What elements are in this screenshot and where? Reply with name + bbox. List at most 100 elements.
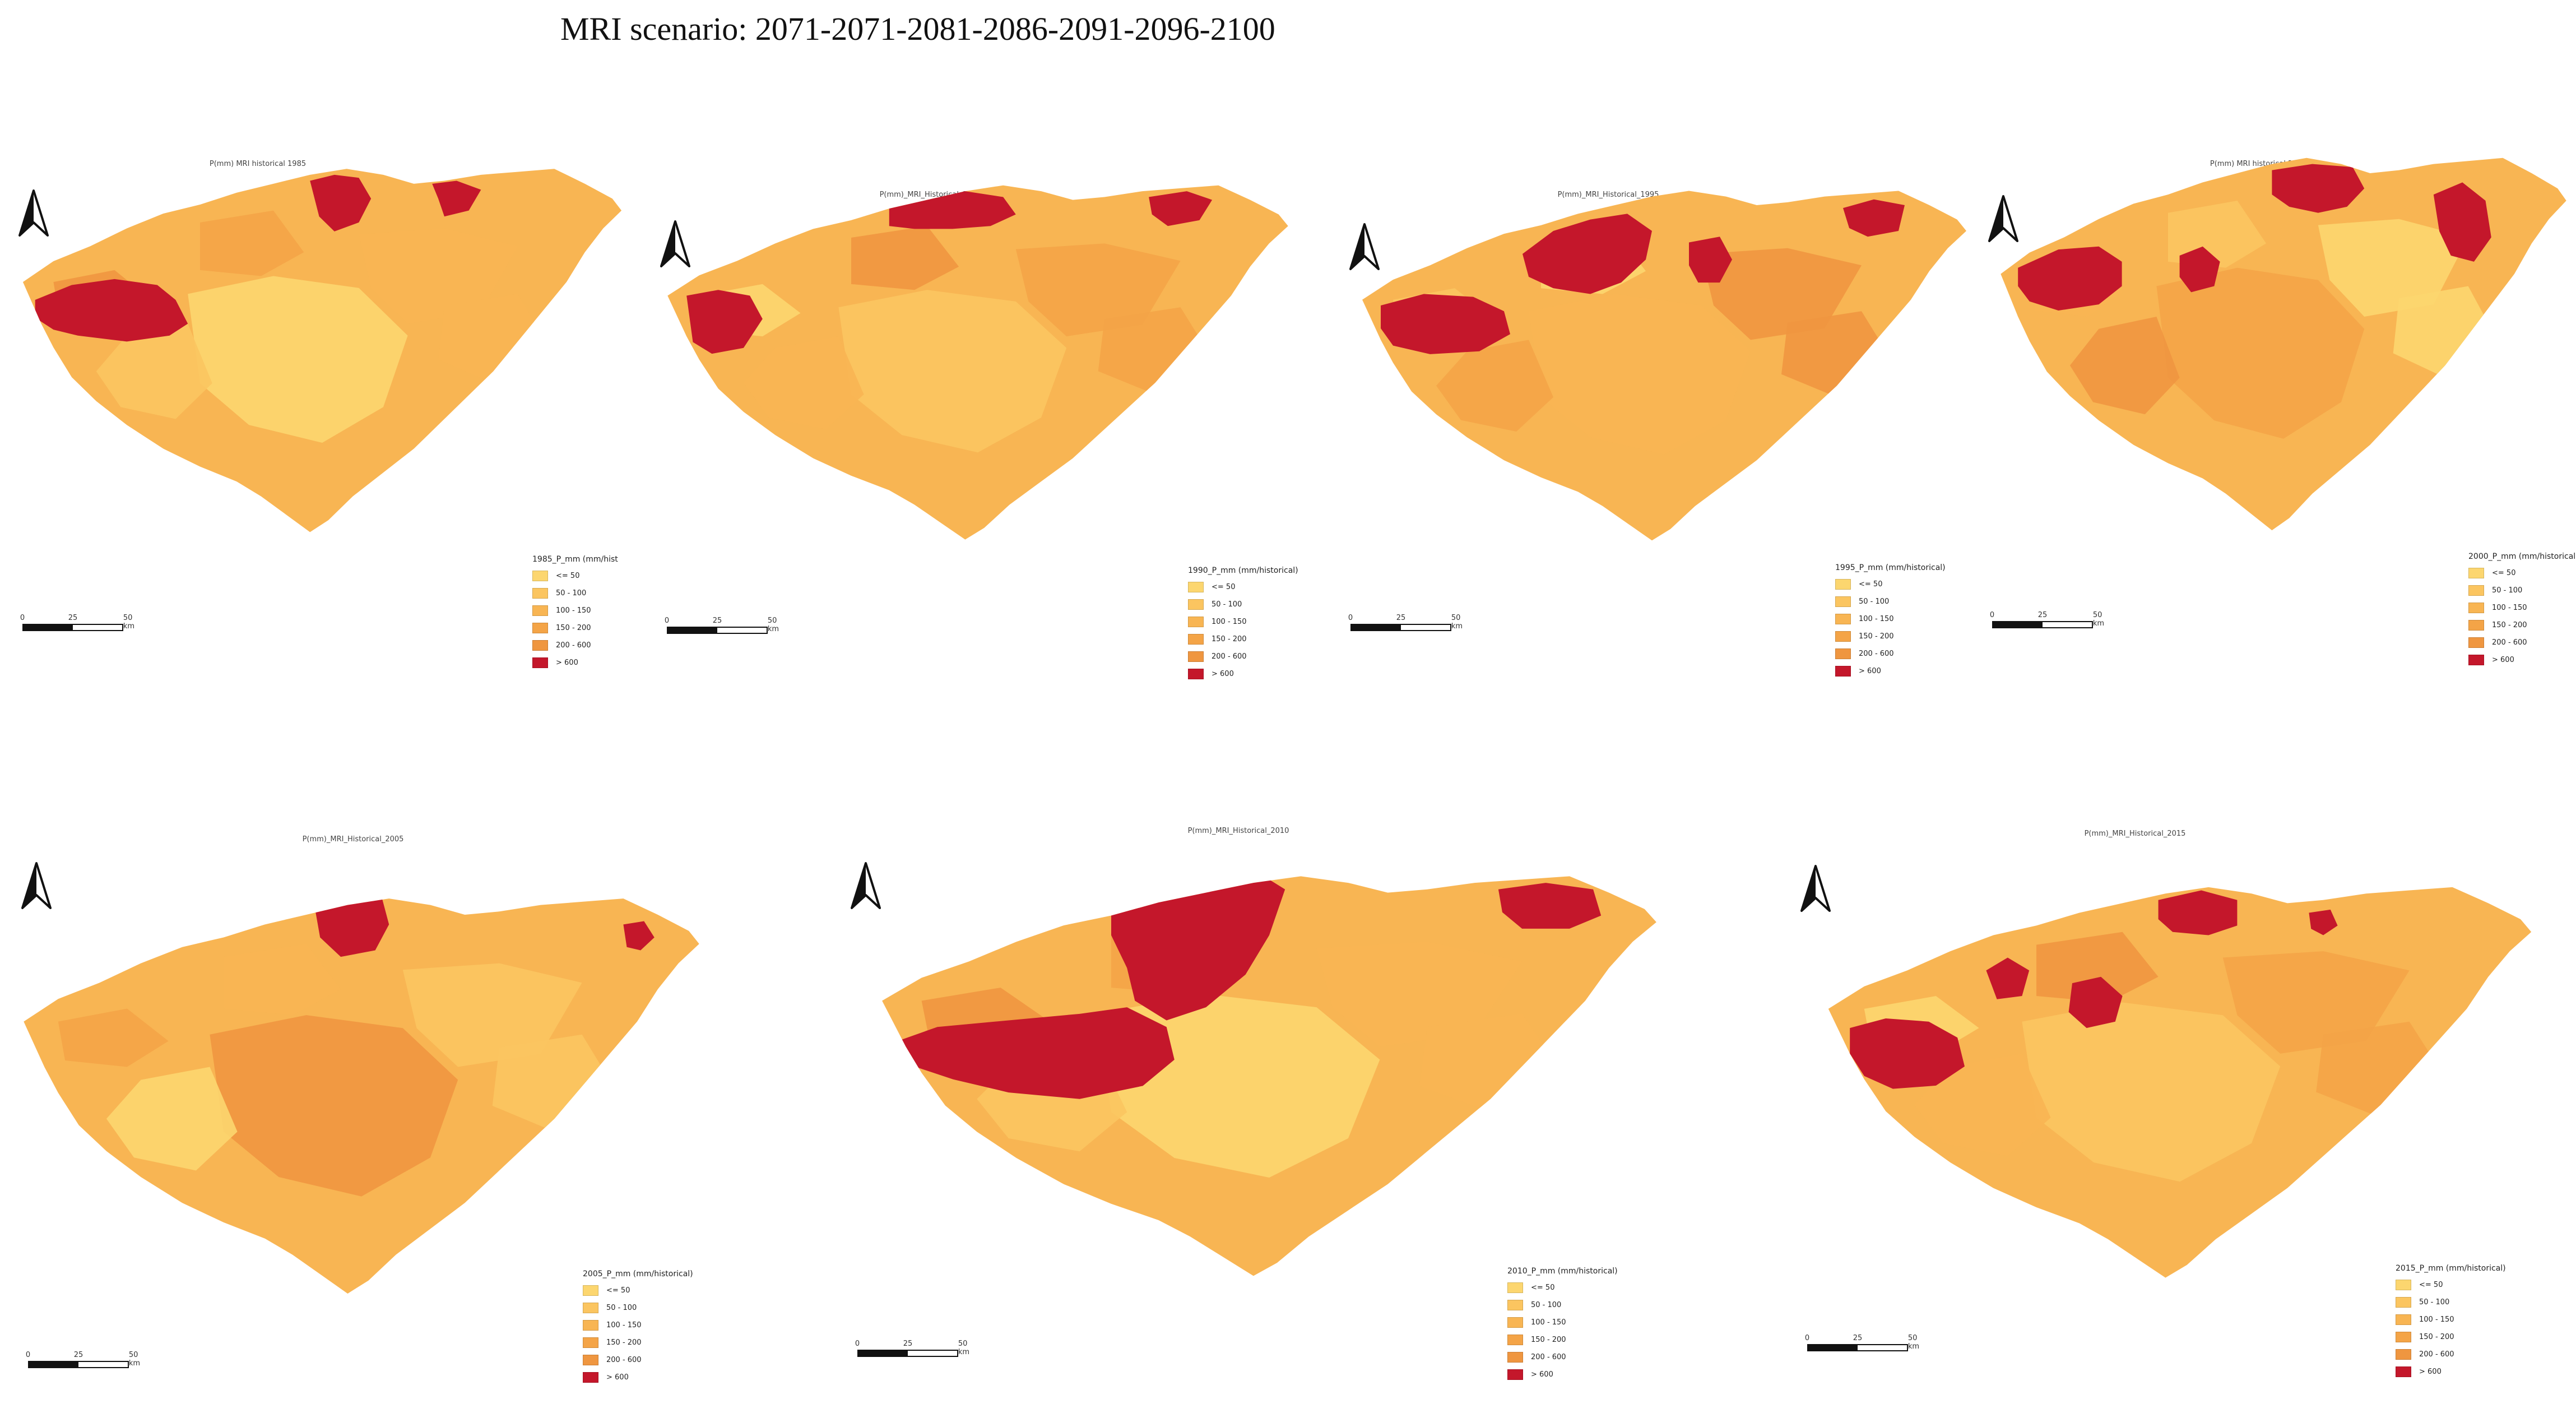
legend-label: 200 - 600	[1531, 1353, 1566, 1361]
legend-label: <= 50	[606, 1286, 630, 1295]
precip-zone	[1436, 340, 1553, 432]
legend-item: 50 - 100	[1835, 593, 1946, 610]
legend-label: 50 - 100	[606, 1304, 637, 1312]
precip-hotspot	[686, 290, 763, 354]
legend-label: 100 - 150	[1212, 618, 1247, 626]
legend-title: 2005_P_mm (mm/historical)	[583, 1270, 693, 1278]
legend-swatch	[532, 657, 548, 668]
legend-swatch	[583, 1303, 598, 1313]
legend-item: 200 - 600	[1507, 1349, 1618, 1366]
legend-label: > 600	[2492, 656, 2514, 664]
legend-item: <= 50	[583, 1282, 693, 1299]
legend-swatch	[1835, 614, 1851, 624]
legend-item: 200 - 600	[1835, 645, 1946, 663]
legend-item: <= 50	[1507, 1279, 1618, 1296]
legend-label: 50 - 100	[1212, 600, 1242, 609]
scale-label: 0	[1348, 614, 1353, 622]
legend-swatch	[1835, 666, 1851, 677]
north-arrow-icon	[1349, 223, 1380, 270]
legend-item: 100 - 150	[532, 602, 618, 619]
legend-swatch	[2468, 603, 2484, 613]
precipitation-map	[1356, 179, 1972, 546]
precip-zone	[402, 963, 582, 1067]
scale-bar: 0 25 50 km	[665, 617, 779, 634]
precip-zone	[106, 1067, 238, 1171]
legend-label: > 600	[1531, 1370, 1553, 1379]
legend-swatch	[2396, 1366, 2411, 1377]
map-legend: 2010_P_mm (mm/historical) <= 50 50 - 100 10…	[1507, 1267, 1618, 1383]
map-legend: 2015_P_mm (mm/historical) <= 50 50 - 100 10…	[2396, 1264, 2506, 1380]
scale-label: 25	[68, 614, 78, 622]
legend-swatch	[1835, 579, 1851, 590]
scale-bar: 0 25 50 km	[1990, 611, 2104, 628]
scale-label: 0	[20, 614, 25, 622]
legend-swatch	[1835, 648, 1851, 659]
scale-bar: 0 25 50 km	[20, 614, 134, 631]
precipitation-map	[1995, 146, 2572, 536]
legend-swatch	[2468, 620, 2484, 631]
legend-item: 150 - 200	[583, 1334, 693, 1351]
legend-label: 100 - 150	[2492, 604, 2527, 612]
legend-swatch	[1188, 634, 1204, 645]
legend-swatch	[1507, 1282, 1523, 1293]
precip-hotspot	[1149, 191, 1213, 226]
legend-item: 200 - 600	[2468, 634, 2576, 651]
precip-hotspot	[35, 279, 188, 342]
scale-bar: 0 25 50 km	[26, 1351, 140, 1368]
north-arrow-icon	[21, 862, 52, 909]
scale-bar: 0 25 50 km	[1348, 614, 1463, 631]
scale-label: 0	[1804, 1334, 1810, 1342]
scale-label: 25	[712, 617, 722, 625]
legend-swatch	[1188, 669, 1204, 679]
precip-zone	[2318, 219, 2468, 317]
precip-zone	[2069, 316, 2180, 415]
legend-label: 150 - 200	[606, 1338, 642, 1347]
precip-zone	[96, 323, 212, 419]
precipitation-map	[17, 886, 706, 1300]
precip-hotspot	[1689, 237, 1732, 283]
legend-label: 150 - 200	[1859, 632, 1894, 641]
legend-swatch	[2396, 1349, 2411, 1360]
legend-item: > 600	[1507, 1366, 1618, 1383]
legend-item: > 600	[1835, 663, 1946, 680]
legend-title: 1995_P_mm (mm/historical)	[1835, 563, 1946, 572]
legend-label: 100 - 150	[556, 606, 591, 615]
legend-item: 50 - 100	[583, 1299, 693, 1317]
precip-hotspot	[882, 1007, 1175, 1099]
legend-swatch	[532, 623, 548, 633]
precipitation-map	[17, 157, 628, 538]
map-title: P(mm)_MRI_Historical_2010	[1187, 827, 1289, 835]
legend-label: 200 - 600	[1212, 652, 1247, 661]
map-title: P(mm) MRI historical 1985	[209, 160, 307, 168]
legend-item: <= 50	[1188, 578, 1298, 596]
precip-zone	[2036, 932, 2159, 1003]
precip-hotspot	[310, 174, 372, 231]
legend-label: 150 - 200	[2492, 621, 2527, 629]
legend-swatch	[532, 605, 548, 616]
legend-item: 50 - 100	[2396, 1294, 2506, 1311]
north-arrow-icon	[1800, 865, 1831, 912]
legend-item: 50 - 100	[532, 585, 618, 602]
legend-item: 200 - 600	[532, 637, 618, 654]
precip-zone	[1914, 1053, 2051, 1156]
precip-zone	[1316, 942, 1523, 1047]
legend-swatch	[2468, 585, 2484, 596]
legend-item: > 600	[2468, 651, 2576, 669]
precipitation-map	[661, 174, 1294, 545]
scale-label: 50 km	[2092, 611, 2105, 628]
legend-swatch	[2468, 568, 2484, 578]
legend-swatch	[583, 1320, 598, 1331]
legend-label: 150 - 200	[556, 624, 591, 632]
legend-item: <= 50	[532, 567, 618, 585]
scale-label: 50 km	[958, 1340, 970, 1356]
scale-bar: 0 25 50 km	[855, 1340, 969, 1357]
legend-swatch	[1188, 651, 1204, 662]
precip-hotspot	[2433, 182, 2491, 262]
legend-swatch	[1188, 617, 1204, 627]
legend-item: 50 - 100	[1507, 1296, 1618, 1314]
legend-swatch	[1188, 599, 1204, 610]
precip-zone	[1015, 243, 1181, 337]
precip-hotspot	[2179, 246, 2220, 293]
legend-item: 100 - 150	[1507, 1314, 1618, 1331]
precip-zone	[2222, 951, 2410, 1054]
